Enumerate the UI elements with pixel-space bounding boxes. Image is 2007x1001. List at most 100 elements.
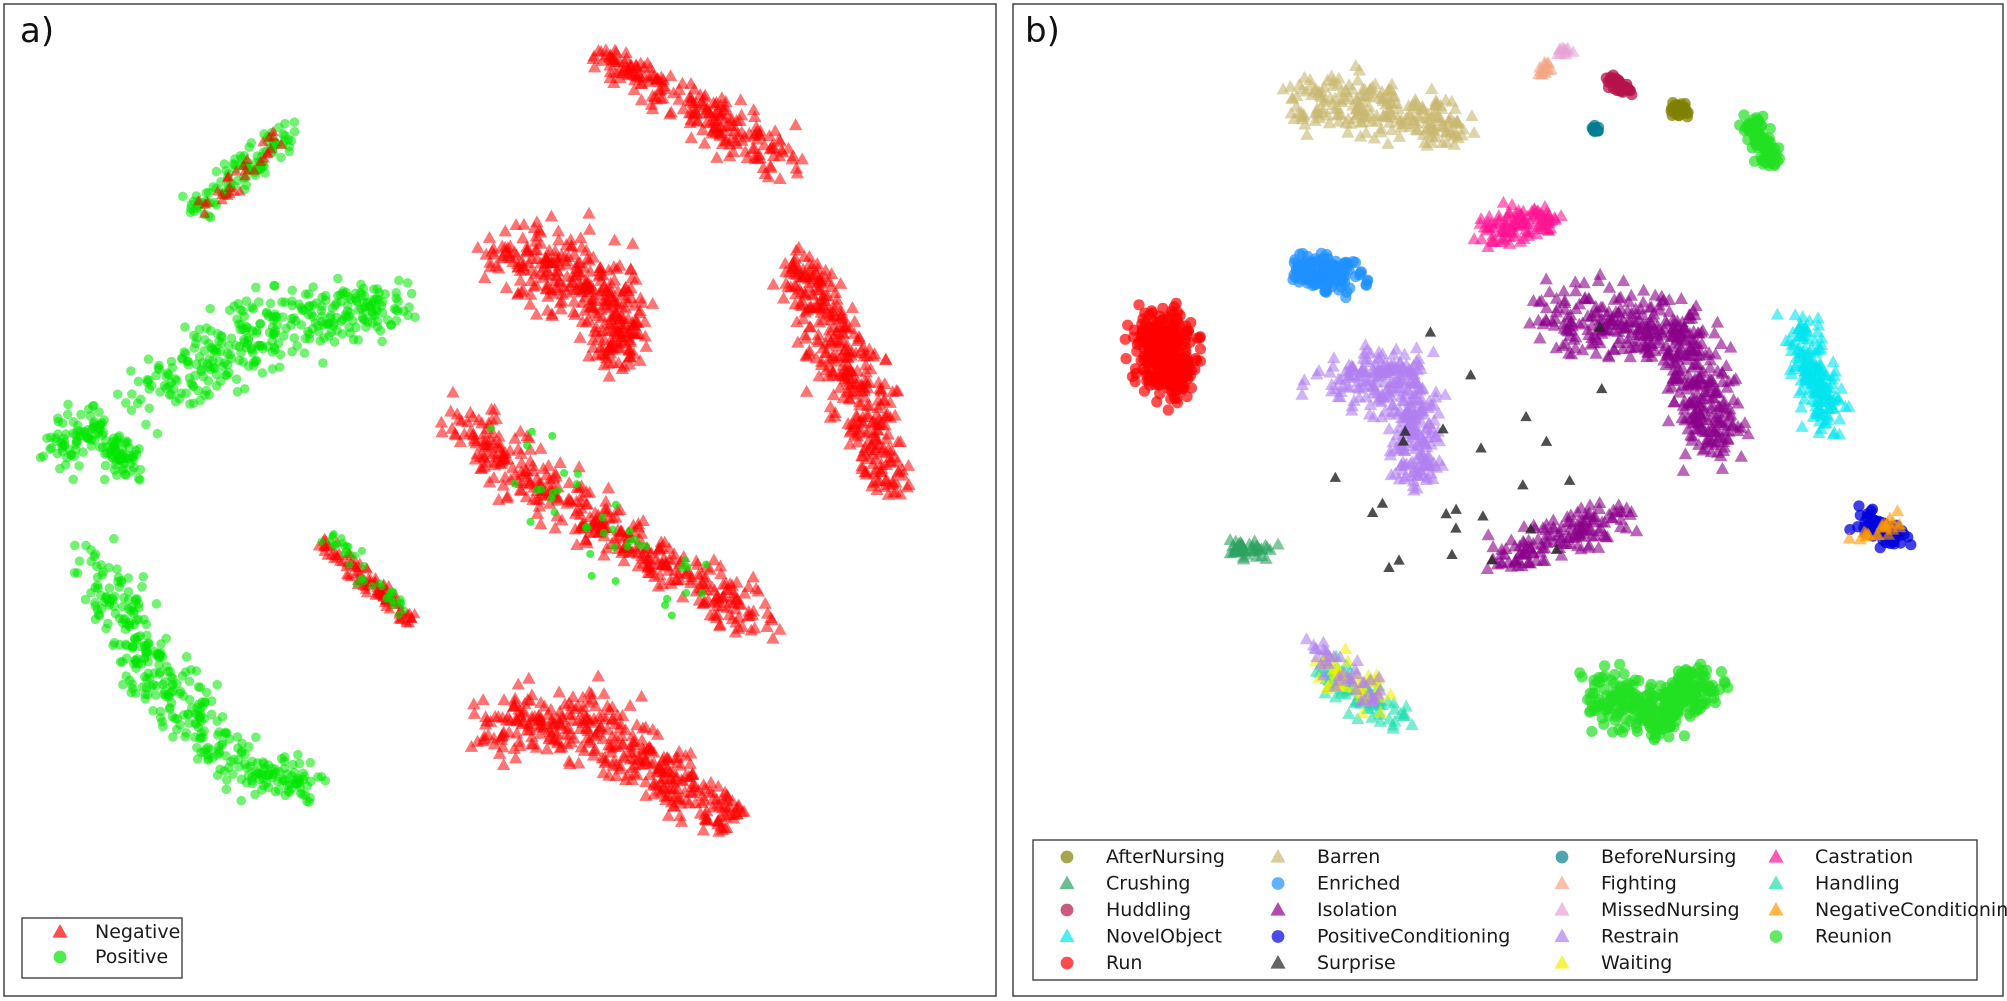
positive-point xyxy=(123,595,134,605)
point-isolation xyxy=(1569,302,1583,315)
point-isolation xyxy=(1577,526,1591,539)
point-isolation xyxy=(1581,309,1595,322)
negative-point xyxy=(760,620,774,633)
point-barren xyxy=(1312,111,1326,124)
negative-point xyxy=(582,206,596,219)
negative-point xyxy=(562,721,576,734)
positive-point xyxy=(129,606,139,616)
negative-point xyxy=(666,86,681,99)
point-isolation xyxy=(1682,396,1697,409)
negative-point xyxy=(672,566,686,579)
point-barren xyxy=(1294,110,1309,122)
negative-point xyxy=(644,757,659,770)
point-novelobject xyxy=(1820,408,1834,421)
negative-point xyxy=(656,779,670,792)
positive-point xyxy=(277,775,288,786)
negative-point xyxy=(538,267,553,280)
positive-point xyxy=(193,722,204,732)
positive-point xyxy=(66,449,76,460)
point-barren xyxy=(1443,123,1457,136)
point-isolation xyxy=(1517,519,1531,532)
point-negativeconditioning xyxy=(1853,532,1867,545)
positive-point xyxy=(133,376,144,387)
negative-point xyxy=(719,576,733,589)
point-handling xyxy=(1399,699,1413,712)
point-restrain xyxy=(1351,375,1365,388)
negative-point xyxy=(768,124,782,137)
negative-point xyxy=(798,288,812,301)
negative-point xyxy=(700,804,714,817)
point-restrain xyxy=(1378,375,1392,388)
positive-point xyxy=(527,427,536,436)
point-isolation xyxy=(1596,300,1610,313)
point-restrain xyxy=(1345,403,1359,416)
negative-point xyxy=(476,693,490,705)
negative-point xyxy=(849,376,863,389)
panel-a-legend-box xyxy=(21,917,183,979)
negative-point xyxy=(497,758,511,770)
negative-point xyxy=(698,88,712,101)
point-novelobject xyxy=(1770,307,1785,320)
positive-point xyxy=(317,537,326,546)
positive-point xyxy=(127,389,137,399)
point-isolation xyxy=(1570,505,1585,518)
point-run xyxy=(1137,363,1149,376)
point-restrain xyxy=(1342,369,1356,382)
negative-point xyxy=(577,743,592,756)
negative-point xyxy=(564,233,578,246)
negative-point xyxy=(695,789,710,802)
negative-point xyxy=(374,589,386,600)
positive-point xyxy=(667,611,676,620)
negative-point xyxy=(597,548,611,561)
point-isolation xyxy=(1634,302,1648,315)
negative-point xyxy=(541,458,556,471)
positive-point xyxy=(294,775,305,785)
positive-point xyxy=(212,716,222,726)
point-isolation xyxy=(1616,274,1631,287)
positive-point xyxy=(356,279,366,290)
point-isolation xyxy=(1680,382,1694,395)
negative-point xyxy=(734,108,749,121)
point-isolation xyxy=(1655,294,1670,307)
point-isolation xyxy=(1703,372,1717,385)
negative-point xyxy=(223,181,236,193)
negative-point xyxy=(758,596,772,609)
positive-point xyxy=(286,320,296,330)
point-barren xyxy=(1320,108,1335,121)
point-barren xyxy=(1345,82,1360,95)
negative-point xyxy=(809,351,823,364)
negative-point xyxy=(796,312,811,325)
negative-point xyxy=(633,291,648,304)
point-isolation xyxy=(1619,521,1633,534)
negative-point xyxy=(658,535,672,548)
positive-point xyxy=(243,770,254,781)
negative-point xyxy=(574,231,588,244)
point-isolation xyxy=(1592,496,1607,508)
negative-point xyxy=(566,690,580,703)
positive-point xyxy=(237,738,247,749)
negative-point xyxy=(878,474,893,487)
negative-point xyxy=(467,434,482,447)
point-isolation xyxy=(1661,414,1676,427)
positive-point xyxy=(133,473,144,484)
point-isolation xyxy=(1583,498,1597,511)
positive-point xyxy=(304,329,315,339)
positive-point xyxy=(252,341,263,351)
negative-point xyxy=(795,299,809,312)
negative-point xyxy=(878,480,892,492)
point-barren xyxy=(1316,102,1330,115)
point-novelobject xyxy=(1814,373,1828,386)
negative-point xyxy=(508,691,522,704)
positive-point xyxy=(287,346,297,357)
negative-point xyxy=(537,699,552,712)
point-enriched xyxy=(1297,247,1309,260)
negative-point xyxy=(851,435,865,448)
negative-point xyxy=(507,699,521,712)
positive-point xyxy=(58,440,68,451)
negative-point xyxy=(629,58,643,71)
positive-point xyxy=(572,480,581,489)
negative-point xyxy=(500,491,514,504)
positive-point xyxy=(78,447,88,457)
negative-point xyxy=(729,602,743,615)
negative-point xyxy=(221,172,234,183)
